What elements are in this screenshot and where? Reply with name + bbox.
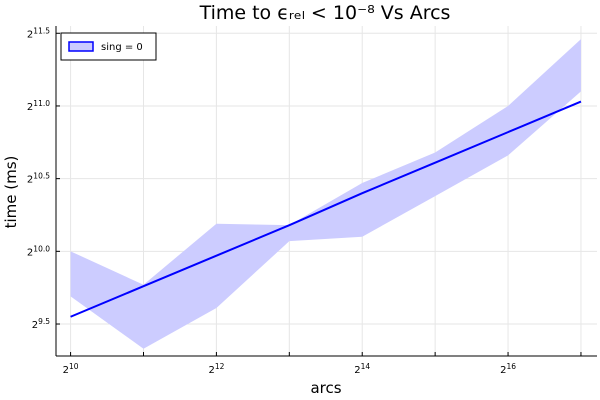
series-band [70, 39, 581, 349]
x-tick-base: 2 [354, 365, 360, 376]
x-tick-label: 212 [208, 362, 224, 376]
y-tick-label: 210.5 [27, 172, 50, 186]
x-tick-base: 2 [500, 365, 506, 376]
y-tick-base: 2 [27, 102, 33, 113]
x-axis-label: arcs [310, 379, 341, 397]
y-tick-label: 210.0 [27, 244, 50, 258]
x-tick-exponent: 16 [506, 362, 516, 371]
y-tick-exponent: 9.5 [38, 317, 50, 326]
y-tick-base: 2 [32, 320, 38, 331]
x-tick-label: 210 [63, 362, 79, 376]
series-line [70, 100, 582, 318]
x-tick-exponent: 12 [215, 362, 225, 371]
y-tick-base: 2 [27, 175, 33, 186]
y-axis-label: time (ms) [2, 156, 20, 229]
band-layer [70, 39, 581, 349]
y-tick-label: 211.5 [27, 26, 50, 40]
legend-swatch [68, 41, 94, 52]
x-tick-exponent: 10 [69, 362, 79, 371]
y-tick-exponent: 11.5 [33, 26, 50, 35]
x-tick-base: 2 [63, 365, 69, 376]
x-tick-label: 216 [500, 362, 516, 376]
y-tick-exponent: 11.0 [33, 99, 50, 108]
y-tick-exponent: 10.5 [33, 172, 50, 181]
x-tick-label: 214 [354, 362, 370, 376]
legend: sing = 0 [60, 32, 157, 61]
line-layer [70, 100, 582, 318]
y-tick-label: 211.0 [27, 99, 50, 113]
legend-label: sing = 0 [101, 42, 143, 53]
x-tick-exponent: 14 [361, 362, 371, 371]
y-tick-base: 2 [27, 247, 33, 258]
y-tick-label: 29.5 [32, 317, 51, 331]
chart-title: Time to ϵᵣₑₗ < 10⁻⁸ Vs Arcs [199, 2, 451, 24]
x-tick-base: 2 [208, 365, 214, 376]
axis-layer [55, 26, 597, 357]
y-tick-exponent: 10.0 [33, 244, 50, 253]
y-tick-base: 2 [27, 29, 33, 40]
